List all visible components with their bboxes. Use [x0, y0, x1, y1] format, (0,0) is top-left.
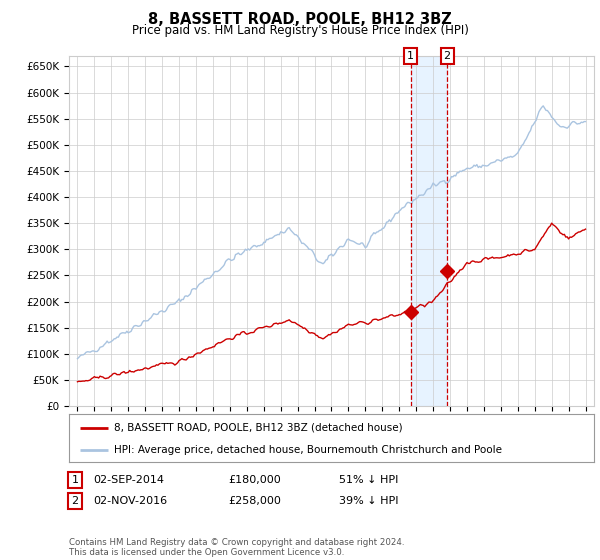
Text: 39% ↓ HPI: 39% ↓ HPI: [339, 496, 398, 506]
Text: Contains HM Land Registry data © Crown copyright and database right 2024.
This d: Contains HM Land Registry data © Crown c…: [69, 538, 404, 557]
Text: 1: 1: [407, 51, 414, 61]
Text: 02-NOV-2016: 02-NOV-2016: [93, 496, 167, 506]
Text: HPI: Average price, detached house, Bournemouth Christchurch and Poole: HPI: Average price, detached house, Bour…: [113, 445, 502, 455]
Bar: [410, 56, 447, 406]
Text: 1: 1: [71, 475, 79, 485]
Text: 8, BASSETT ROAD, POOLE, BH12 3BZ: 8, BASSETT ROAD, POOLE, BH12 3BZ: [148, 12, 452, 27]
Text: £258,000: £258,000: [228, 496, 281, 506]
Text: 2: 2: [443, 51, 451, 61]
Text: 02-SEP-2014: 02-SEP-2014: [93, 475, 164, 485]
Text: £180,000: £180,000: [228, 475, 281, 485]
Text: 2: 2: [71, 496, 79, 506]
Text: Price paid vs. HM Land Registry's House Price Index (HPI): Price paid vs. HM Land Registry's House …: [131, 24, 469, 37]
Text: 51% ↓ HPI: 51% ↓ HPI: [339, 475, 398, 485]
Text: 8, BASSETT ROAD, POOLE, BH12 3BZ (detached house): 8, BASSETT ROAD, POOLE, BH12 3BZ (detach…: [113, 423, 402, 433]
